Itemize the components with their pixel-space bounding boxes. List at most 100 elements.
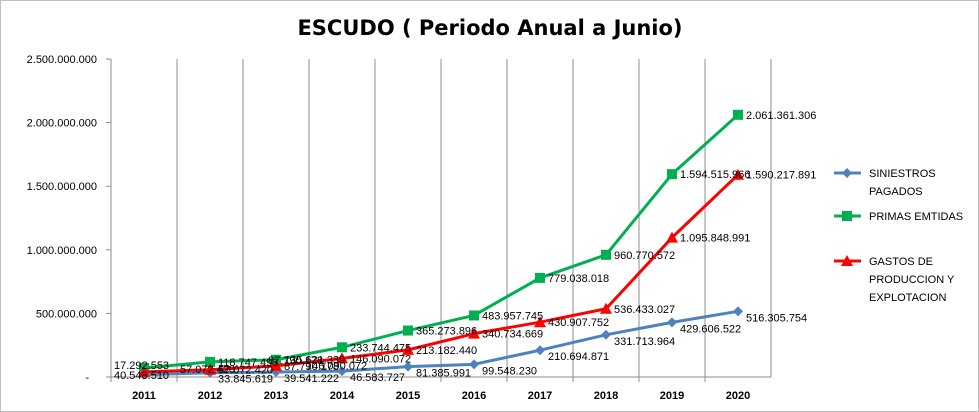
data-label: 210.694.871	[548, 351, 609, 363]
legend-marker	[841, 255, 853, 266]
x-tick-label: 2011	[132, 390, 156, 402]
data-label: 39.541.222	[284, 373, 339, 385]
data-label: 1.095.848.991	[680, 233, 750, 245]
y-tick-label: 1.500.000.000	[27, 181, 97, 193]
data-label: 779.038.018	[548, 273, 609, 285]
data-point	[403, 361, 413, 372]
data-label: 87.790.178	[284, 361, 339, 373]
x-tick-label: 2017	[528, 390, 552, 402]
x-tick-label: 2015	[396, 390, 420, 402]
x-tick-label: 2012	[198, 390, 222, 402]
data-point	[534, 316, 546, 328]
data-label: 213.182.440	[416, 345, 477, 357]
y-tick-label: 500.000.000	[36, 308, 97, 320]
y-tick-label: 2.500.000.000	[27, 54, 97, 66]
data-label: 1.594.515.966	[680, 169, 750, 181]
legend-marker	[842, 211, 852, 221]
data-label: 146.090.072	[306, 361, 367, 373]
data-label: 57.072.420	[180, 364, 235, 376]
data-point	[270, 359, 282, 371]
data-label: 46.583.727	[350, 372, 405, 384]
data-point	[138, 365, 150, 377]
data-point	[336, 352, 348, 364]
data-label: 135.621.339	[284, 355, 345, 367]
data-label: 40.548.510	[114, 370, 169, 382]
data-label: 2.061.361.306	[746, 110, 816, 122]
data-point	[732, 168, 744, 180]
data-label: 429.606.522	[680, 323, 741, 335]
data-label: 331.713.964	[614, 336, 675, 348]
data-label: 57.072.420	[218, 365, 273, 377]
data-label: 536.433.027	[614, 304, 675, 316]
data-point	[733, 109, 743, 120]
legend-label: PRODUCCION Y	[869, 274, 955, 286]
data-point	[403, 325, 413, 336]
data-point	[666, 231, 678, 243]
x-tick-label: 2013	[264, 390, 288, 402]
y-tick-label: -	[85, 372, 89, 384]
x-tick-label: 2014	[330, 390, 355, 402]
data-point	[600, 302, 612, 314]
y-tick-labels: - 500.000.000 1.000.000.000 1.500.000.000 2.…	[27, 54, 97, 384]
axes	[106, 58, 771, 382]
data-point	[469, 359, 479, 370]
data-label: 1.590.217.891	[746, 170, 816, 182]
data-point	[204, 363, 216, 375]
legend-label: SINIESTROS	[869, 168, 936, 180]
data-label: 340.734.669	[482, 329, 543, 341]
legend-item: SINIESTROS PAGADOS	[834, 168, 936, 198]
data-point	[271, 354, 281, 365]
x-tick-label: 2016	[462, 390, 486, 402]
data-label: 33.845.619	[218, 374, 273, 386]
data-point	[468, 327, 480, 339]
data-label: 233.744.475	[350, 342, 411, 354]
data-label: 516.305.754	[746, 312, 807, 324]
series-line	[143, 173, 740, 374]
series-1	[139, 109, 743, 373]
legend-label: PRIMAS EMTIDAS	[869, 211, 963, 223]
data-point	[402, 343, 414, 355]
data-label: 118.747.493	[218, 357, 278, 369]
series-line	[143, 113, 740, 370]
y-tick-label: 2.000.000.000	[27, 118, 97, 130]
x-tick-label: 2018	[594, 390, 618, 402]
data-label: 81.385.991	[416, 368, 471, 380]
series-line	[143, 309, 739, 377]
legend-marker	[842, 168, 852, 178]
legend-label: EXPLOTACION	[869, 292, 946, 304]
data-label: 99.548.230	[482, 365, 537, 377]
data-point	[469, 310, 479, 321]
grid-lines	[176, 59, 772, 377]
data-label: 430.907.752	[548, 317, 609, 329]
series-2	[138, 168, 744, 377]
data-label: 960.770.572	[614, 250, 675, 262]
legend: SINIESTROS PAGADOS PRIMAS EMTIDAS GASTOS DE…	[834, 168, 963, 304]
data-point	[667, 169, 677, 180]
chart-title: ESCUDO ( Periodo Anual a Junio)	[297, 16, 682, 40]
data-label: 87.790.178	[268, 355, 323, 367]
data-labels-layer: 17.292.553 33.845.619 39.541.222 46.583.727…	[114, 110, 816, 386]
data-point	[733, 306, 743, 317]
data-point	[205, 356, 215, 367]
legend-label: PAGADOS	[869, 186, 923, 198]
x-tick-label: 2019	[660, 390, 684, 402]
data-label: 17.292.553	[114, 360, 169, 372]
legend-item: PRIMAS EMTIDAS	[834, 211, 963, 223]
data-point	[667, 317, 677, 328]
data-label: 483.957.745	[482, 310, 543, 322]
series-layer	[138, 109, 744, 380]
data-point	[601, 249, 611, 260]
y-tick-label: 1.000.000.000	[27, 245, 97, 257]
legend-label: GASTOS DE	[869, 256, 933, 268]
legend-item: GASTOS DE PRODUCCION Y EXPLOTACION	[834, 255, 955, 304]
data-label: 365.273.896	[416, 326, 477, 338]
data-point	[337, 342, 347, 353]
data-point	[535, 345, 545, 356]
x-tick-labels: 2011 2012 2013 2014 2015 2016 2017 2018 2019 2020	[132, 390, 750, 402]
data-point	[337, 366, 347, 377]
x-tick-label: 2020	[726, 390, 750, 402]
data-point	[601, 329, 611, 340]
data-label: 146.090.072	[350, 353, 411, 365]
